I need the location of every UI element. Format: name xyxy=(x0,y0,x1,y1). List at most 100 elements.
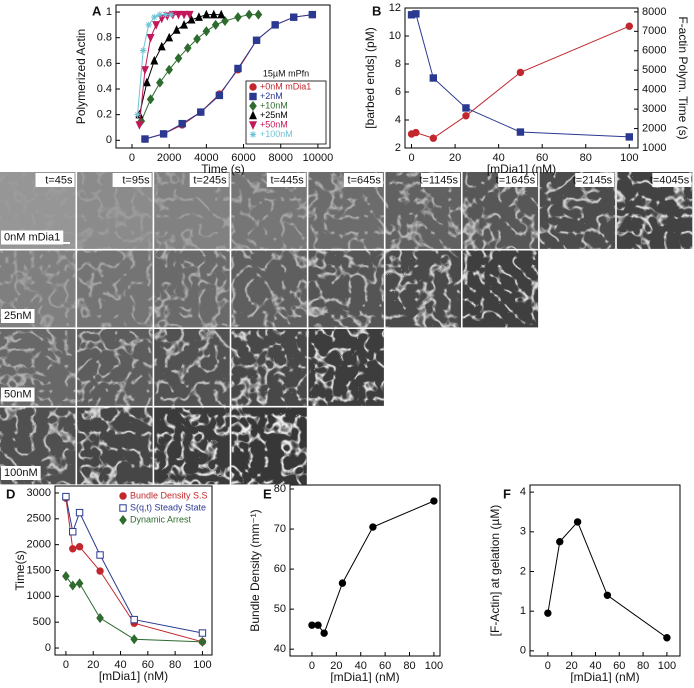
legend-label: S(q,t) Steady State xyxy=(130,502,206,512)
y-tick-label: 4 xyxy=(520,486,526,498)
series-line xyxy=(65,496,203,634)
micrograph-network xyxy=(385,250,461,328)
time-label-bg xyxy=(35,173,75,187)
x-tick-label: 0 xyxy=(545,660,551,672)
x-tick-label: 40 xyxy=(355,660,367,672)
micrograph-network xyxy=(231,250,307,328)
micrograph-network xyxy=(154,250,230,328)
x-tick-label: 80 xyxy=(580,152,592,164)
x-axis-label: [mDia1] (nM) xyxy=(330,670,399,683)
y-tick-label: 3 xyxy=(520,526,526,538)
series-line xyxy=(547,520,668,639)
marker xyxy=(430,497,438,505)
y-tick-label: 70 xyxy=(274,523,286,535)
panel-label: A xyxy=(92,3,102,18)
x-tick-label: 60 xyxy=(536,152,548,164)
panel-label: F xyxy=(503,486,511,501)
micrograph-network xyxy=(308,329,384,406)
y-tick-label: 2 xyxy=(395,142,401,154)
row-label-bg xyxy=(1,230,64,245)
marker xyxy=(134,111,141,118)
legend-label: +100nM xyxy=(260,129,293,139)
time-label-bg xyxy=(498,173,538,187)
y-tick-label: 0.2 xyxy=(97,109,112,121)
x-tick-label: 100 xyxy=(193,659,211,671)
micrograph-network xyxy=(154,407,230,485)
y2-tick-label: 1000 xyxy=(642,142,666,154)
marker xyxy=(174,53,183,64)
marker xyxy=(215,91,224,100)
legend-marker xyxy=(249,83,257,91)
series-line xyxy=(411,25,630,139)
time-label: t=95s xyxy=(122,174,150,186)
row-label-bg xyxy=(1,466,41,480)
marker xyxy=(221,16,229,27)
marker xyxy=(202,26,211,37)
marker xyxy=(180,10,189,20)
row-label-bg xyxy=(1,309,35,323)
x-tick-label: 10000 xyxy=(303,152,334,164)
micrograph-network xyxy=(154,329,230,406)
series-line xyxy=(311,500,435,635)
marker xyxy=(625,22,633,30)
marker xyxy=(157,41,166,51)
marker xyxy=(429,74,438,82)
row-label: 0nM mDia1 xyxy=(4,231,60,243)
panel-label: D xyxy=(6,486,15,501)
marker xyxy=(69,545,77,553)
marker xyxy=(75,508,84,517)
marker xyxy=(151,13,158,21)
marker xyxy=(187,14,196,24)
x-tick-label: 2000 xyxy=(157,152,181,164)
y-axis-label: [barbed ends] (pM) xyxy=(363,27,377,128)
x-tick-label: 0 xyxy=(408,152,414,164)
y2-tick-label: 4000 xyxy=(642,84,666,96)
marker xyxy=(209,9,218,19)
marker xyxy=(135,121,144,130)
marker xyxy=(198,629,207,637)
x-tick-label: 20 xyxy=(449,152,461,164)
legend-label: +10nM xyxy=(260,100,288,110)
time-label: t=1645s xyxy=(496,174,536,186)
x-axis-label: Time (s) xyxy=(201,162,245,176)
marker xyxy=(130,634,139,645)
y-tick-label: 0.6 xyxy=(97,57,112,69)
y-axis-label: Polymerized Actin xyxy=(74,29,88,124)
x-tick-label: 80 xyxy=(403,660,415,672)
x-tick-label: 80 xyxy=(637,660,649,672)
marker xyxy=(308,621,316,629)
legend-label: Bundle Density S.S xyxy=(130,490,208,500)
y-tick-label: 0 xyxy=(45,642,51,654)
x-tick-label: 0 xyxy=(309,660,315,672)
x-tick-label: 0 xyxy=(63,659,69,671)
marker xyxy=(130,615,138,624)
marker xyxy=(141,135,149,143)
marker xyxy=(245,9,253,20)
marker xyxy=(183,42,192,53)
marker xyxy=(573,518,582,526)
y-tick-label: 1500 xyxy=(27,564,51,576)
row-label: 25nM xyxy=(4,310,32,322)
y-tick-label: 50 xyxy=(274,603,286,615)
legend-label: +25nM xyxy=(260,110,288,120)
time-label-bg xyxy=(421,173,460,187)
marker xyxy=(150,55,159,65)
marker xyxy=(234,12,242,23)
x-tick-label: 60 xyxy=(379,660,391,672)
marker xyxy=(544,609,552,617)
marker xyxy=(62,571,70,582)
marker xyxy=(156,11,164,18)
time-label: t=4045s xyxy=(650,174,690,186)
plot-frame xyxy=(529,484,681,657)
marker xyxy=(162,11,169,18)
legend-title: 15µM mPfn xyxy=(263,68,309,78)
time-label-bg xyxy=(575,173,615,187)
marker xyxy=(290,13,298,21)
time-label: t=1145s xyxy=(419,174,458,186)
marker xyxy=(174,10,183,20)
y-tick-label: 3000 xyxy=(27,487,51,499)
marker xyxy=(165,64,174,75)
panel-label: E xyxy=(263,486,272,501)
marker xyxy=(142,77,151,87)
